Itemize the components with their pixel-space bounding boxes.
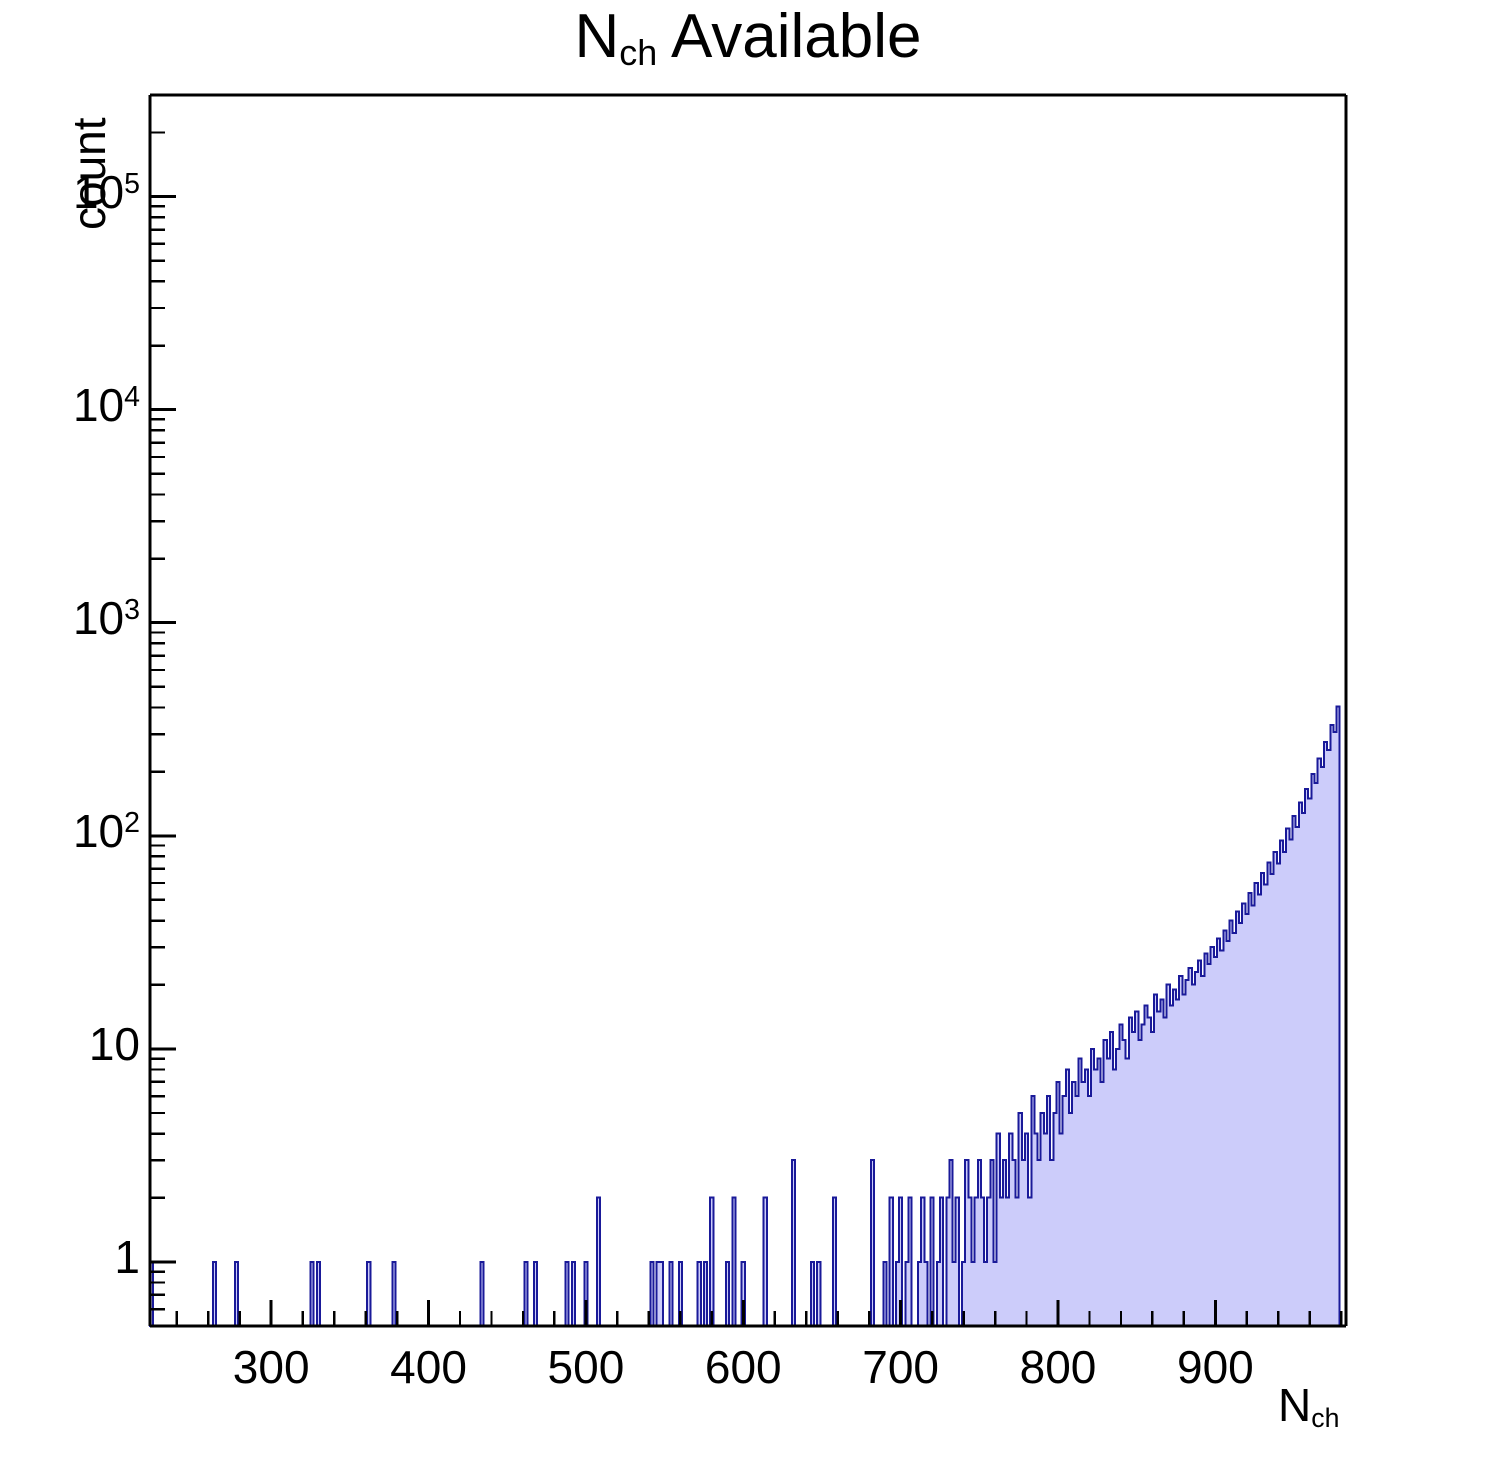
- y-tick-mantissa: 10: [72, 165, 125, 218]
- axis-frame: [148, 93, 1348, 1328]
- x-axis-title-main: N: [1278, 1379, 1312, 1431]
- x-tick-label: 900: [1177, 1341, 1254, 1393]
- x-tick-label: 500: [547, 1341, 625, 1393]
- histogram-series: [149, 705, 1341, 1327]
- y-tick-label: 1: [114, 1234, 140, 1280]
- title-main: N: [574, 2, 620, 71]
- y-tick-label: 105: [73, 169, 140, 215]
- x-tick-label: 300: [232, 1341, 310, 1393]
- x-tick-label: 600: [704, 1341, 782, 1393]
- x-tick-label: 800: [1019, 1341, 1097, 1393]
- axis-ticks: [150, 93, 1343, 1326]
- title-rest: Available: [657, 2, 922, 71]
- y-tick-exponent: 4: [124, 380, 140, 413]
- x-tick-label: 700: [862, 1341, 940, 1393]
- y-tick-mantissa: 1: [114, 1230, 140, 1283]
- y-tick-mantissa: 10: [88, 1017, 140, 1070]
- y-tick-exponent: 3: [124, 593, 140, 626]
- x-axis-title-subscript: ch: [1311, 1402, 1340, 1433]
- y-tick-mantissa: 10: [72, 591, 125, 644]
- y-tick-mantissa: 10: [72, 378, 125, 431]
- y-tick-label: 103: [73, 595, 140, 641]
- y-tick-label: 10: [89, 1021, 140, 1067]
- y-tick-exponent: 5: [124, 167, 140, 200]
- y-tick-label: 104: [73, 382, 140, 428]
- x-axis-title: Nch: [1278, 1378, 1340, 1433]
- x-tick-label: 400: [390, 1341, 467, 1393]
- title-subscript: ch: [619, 31, 658, 73]
- y-tick-mantissa: 10: [72, 804, 125, 857]
- y-tick-exponent: 2: [124, 806, 140, 839]
- y-tick-label: 102: [73, 808, 140, 854]
- page-title: Nch Available: [0, 6, 1496, 71]
